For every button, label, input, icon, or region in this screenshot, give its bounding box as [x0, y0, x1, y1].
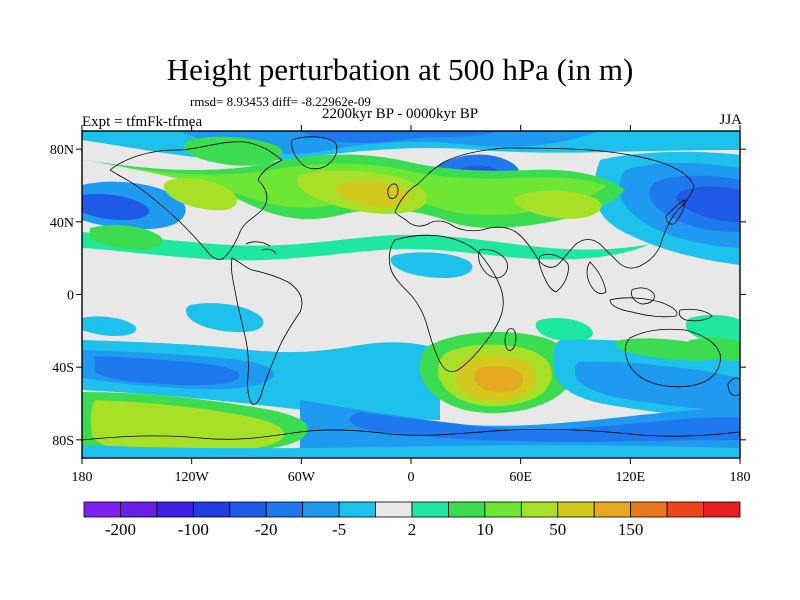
colorbar: -200 -100 -20 -5 2 10 50 150	[83, 501, 741, 539]
colorbar-swatch	[411, 501, 449, 518]
coastlines	[82, 136, 740, 441]
colorbar-tick-label: 2	[408, 520, 417, 539]
lon-tick-label: 120W	[175, 470, 210, 485]
region-indian-trop-green	[535, 318, 593, 342]
colorbar-swatch	[192, 501, 231, 518]
lon-tick-label: 60E	[509, 470, 532, 485]
region-spacific-neg-core	[95, 356, 240, 386]
lon-tick-label: 60W	[288, 470, 316, 485]
region-nh-subtrop-pos	[82, 232, 650, 261]
colorbar-tick-label: 10	[476, 520, 493, 539]
colorbar-swatch	[593, 501, 632, 518]
region-east-pacific-cyan	[82, 316, 137, 336]
region-sefar-green	[688, 337, 740, 361]
colorbar-swatch	[120, 501, 158, 518]
colorbar-swatch	[265, 501, 304, 518]
colorbar-swatch	[156, 501, 194, 518]
coast-madagascar	[504, 328, 517, 351]
colorbar-swatch	[484, 501, 522, 518]
figure-title: Height perturbation at 500 hPa (in m)	[166, 52, 634, 87]
coast-se-asia	[586, 261, 607, 294]
colorbar-tick-label: -100	[178, 520, 209, 539]
lon-tick-label: 180	[730, 470, 751, 485]
colorbar-swatch	[338, 501, 376, 518]
coast-north-america	[109, 141, 283, 260]
colorbar-swatch	[557, 501, 595, 518]
coast-caribbean	[245, 241, 277, 255]
colorbar-tick-label: -20	[255, 520, 278, 539]
region-wpacific-trop-green	[685, 314, 740, 345]
coast-antarctica	[82, 428, 740, 441]
colorbar-tick-label: 50	[549, 520, 566, 539]
colorbar-swatch	[703, 501, 741, 518]
coast-british-isles	[387, 183, 399, 199]
region-npacific-neg-b3	[676, 186, 740, 222]
coast-arabia	[478, 249, 508, 279]
lat-tick-label: 40N	[50, 216, 74, 231]
coast-japan	[665, 199, 685, 225]
colorbar-swatch	[630, 501, 668, 518]
colorbar-swatch	[83, 501, 121, 518]
region-namerica-pos	[163, 178, 238, 211]
region-arctic-canada-pos	[184, 136, 283, 166]
region-antarctic-cyan	[82, 445, 740, 458]
colorbar-tick-label: -5	[332, 520, 346, 539]
coast-eurasia	[394, 147, 695, 269]
region-arctic-neg-blue2	[300, 131, 500, 144]
colorbar-swatch	[302, 501, 340, 518]
region-sindian-pos-orange	[474, 365, 523, 393]
colorbar-tick-label: 150	[618, 520, 644, 539]
lon-tick-label: 180	[72, 470, 93, 485]
lat-tick-label: 80S	[52, 434, 74, 449]
lat-tick-label: 40S	[52, 361, 74, 376]
region-arctic-neg-blue1	[180, 131, 600, 154]
colorbar-swatch	[666, 501, 704, 518]
region-spacific-pos-lime	[90, 400, 285, 454]
coast-new-zealand	[727, 377, 740, 396]
region-tropical-cyan	[390, 252, 473, 278]
region-wpacific-pos	[90, 225, 163, 250]
region-nepacific-neg-core	[82, 194, 149, 220]
lat-tick-label: 0	[67, 289, 74, 304]
colorbar-swatch	[448, 501, 486, 518]
map-axes: 180 120W 60W 0 60E 120E 180 80N 40N 0 40S 80S	[50, 125, 751, 485]
coast-borneo	[631, 287, 655, 305]
coast-south-america	[231, 257, 303, 405]
coast-indonesia	[609, 297, 678, 318]
period-label: 2200kyr BP - 0000kyr BP	[321, 106, 479, 122]
region-tropical-pacific-cyan	[186, 303, 264, 333]
season-label: JJA	[719, 112, 742, 128]
colorbar-tick-label: -200	[105, 520, 136, 539]
anomaly-field	[82, 131, 740, 458]
stats-line: rmsd= 8.93453 diff= -8.22962e-09	[190, 94, 371, 109]
colorbar-swatch	[520, 501, 559, 518]
coast-greenland	[291, 136, 338, 170]
colorbar-swatch	[229, 501, 267, 518]
region-casia-pos	[514, 190, 602, 219]
coast-india	[538, 254, 569, 293]
colorbar-swatch	[375, 501, 413, 518]
coast-australia	[624, 328, 721, 388]
lat-tick-label: 80N	[50, 143, 74, 158]
experiment-label: Expt = tfmFk-tfmea	[82, 114, 203, 130]
region-australia-blue	[574, 361, 740, 412]
lon-tick-label: 120E	[616, 470, 646, 485]
coast-new-guinea	[678, 308, 713, 322]
lon-tick-label: 0	[408, 470, 415, 485]
region-natlantic-pos-gold	[336, 180, 410, 208]
coast-africa	[388, 234, 504, 372]
